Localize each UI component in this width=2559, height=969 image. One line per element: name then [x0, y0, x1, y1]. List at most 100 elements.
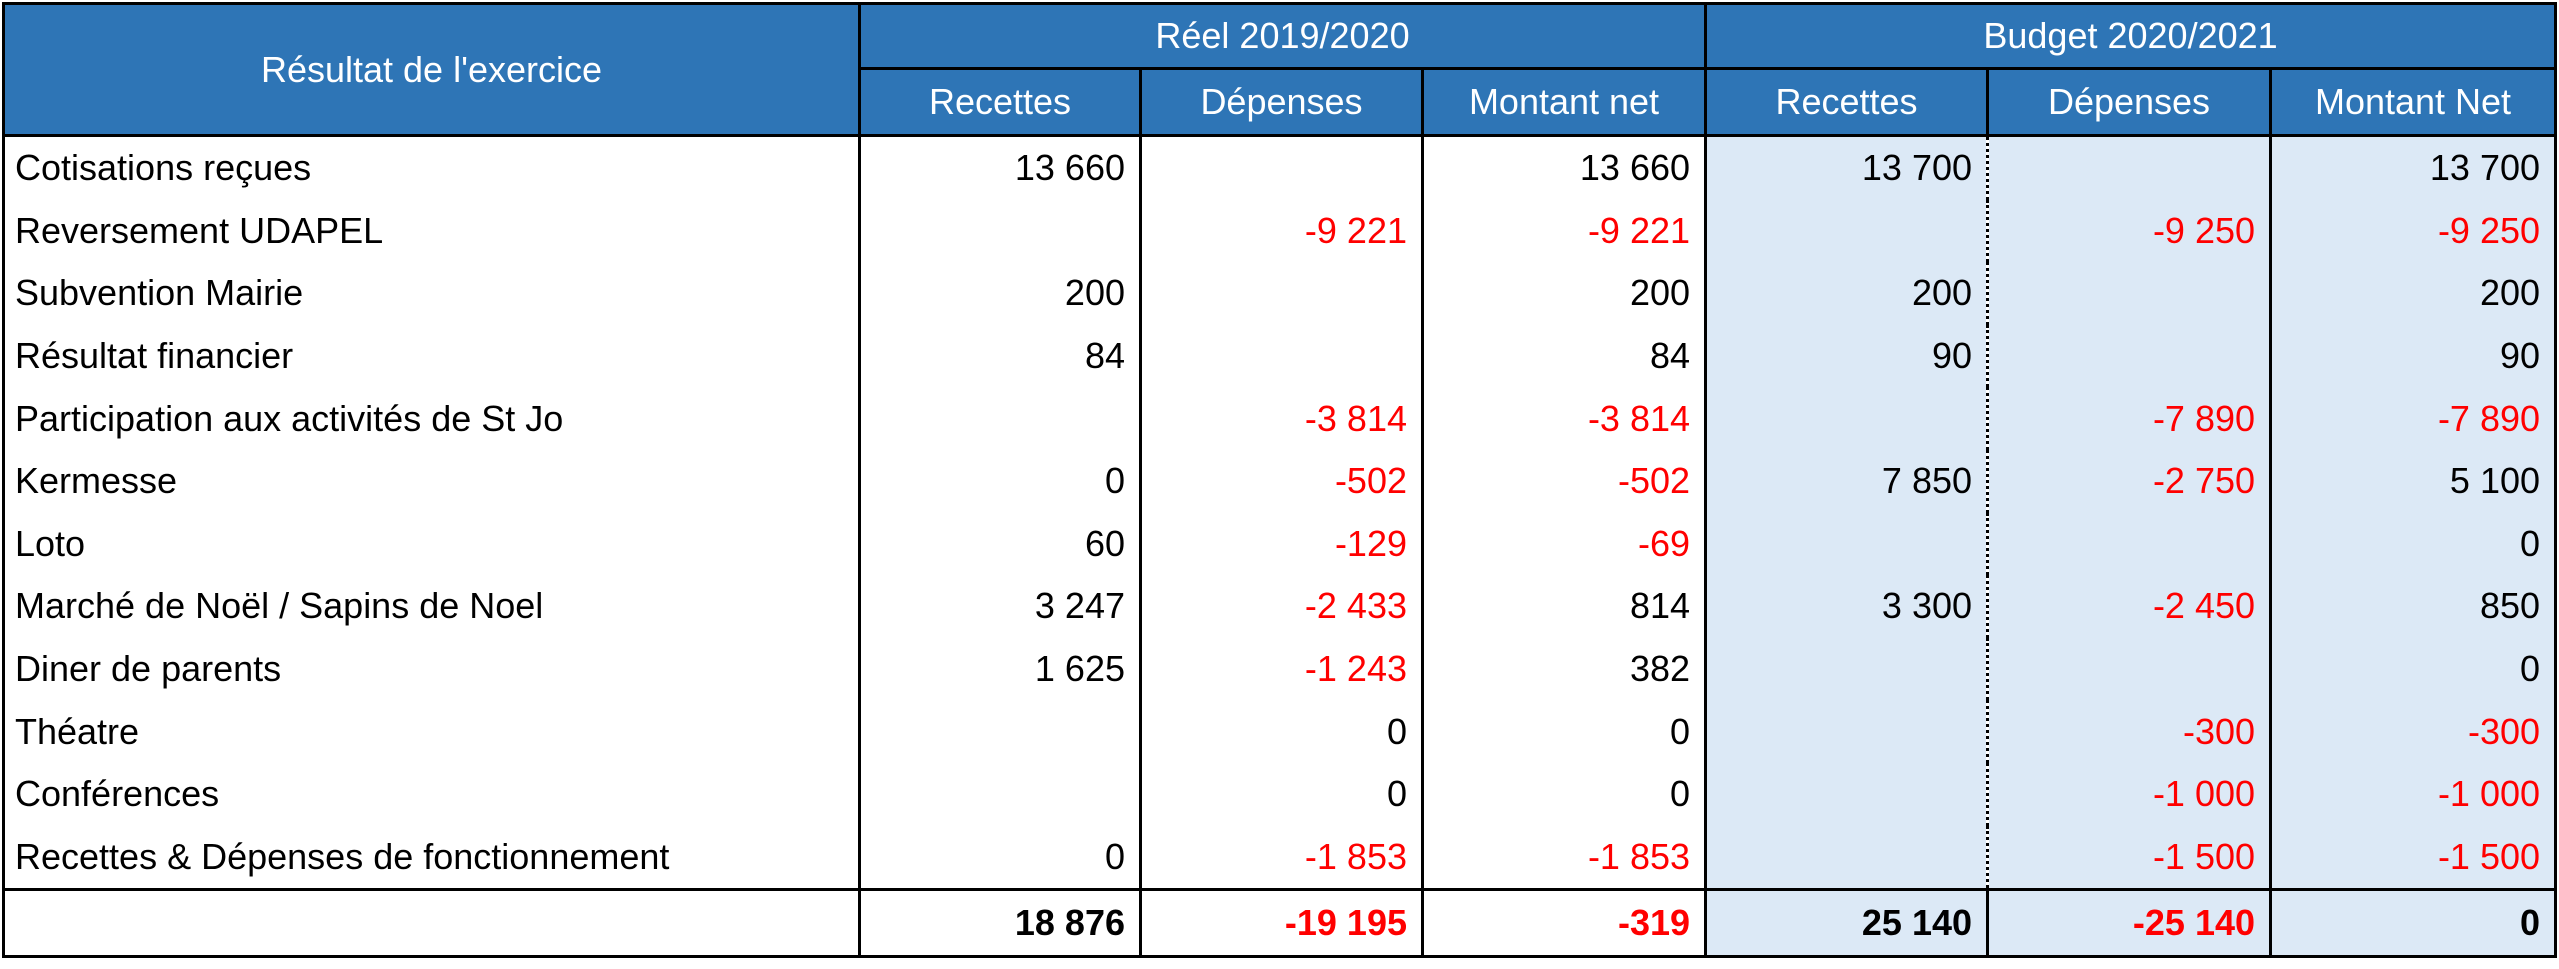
cell-budget-expenses[interactable] [1986, 324, 2273, 388]
cell-actual-income[interactable]: 0 [858, 825, 1142, 892]
column-header-budget-expenses[interactable]: Dépenses [1986, 67, 2273, 137]
cell-budget-income[interactable] [1704, 762, 1990, 826]
total-budget-net[interactable]: 0 [2269, 888, 2558, 959]
row-label[interactable]: Recettes & Dépenses de fonctionnement [2, 825, 861, 892]
cell-actual-net[interactable]: 13 660 [1420, 135, 1708, 200]
cell-budget-income[interactable] [1704, 512, 1990, 576]
cell-actual-net[interactable]: 0 [1420, 762, 1708, 826]
cell-actual-net[interactable]: 84 [1420, 324, 1708, 388]
cell-actual-income[interactable]: 60 [858, 512, 1142, 576]
cell-actual-expenses[interactable]: -502 [1139, 449, 1424, 513]
cell-budget-net[interactable]: -9 250 [2269, 199, 2558, 263]
cell-actual-expenses[interactable]: -1 243 [1139, 637, 1424, 701]
column-header-budget-income[interactable]: Recettes [1704, 67, 1990, 137]
cell-actual-expenses[interactable]: -129 [1139, 512, 1424, 576]
total-actual-income[interactable]: 18 876 [858, 888, 1142, 959]
row-label[interactable]: Cotisations reçues [2, 135, 861, 200]
cell-actual-income[interactable] [858, 387, 1142, 450]
cell-actual-net[interactable]: 814 [1420, 575, 1708, 638]
cell-actual-expenses[interactable] [1139, 135, 1424, 200]
cell-actual-expenses[interactable]: -9 221 [1139, 199, 1424, 263]
cell-budget-income[interactable]: 90 [1704, 324, 1990, 388]
group-header-budget[interactable]: Budget 2020/2021 [1704, 2, 2558, 70]
cell-actual-net[interactable]: 200 [1420, 262, 1708, 325]
cell-budget-expenses[interactable]: -300 [1986, 700, 2273, 763]
cell-actual-net[interactable]: -1 853 [1420, 825, 1708, 892]
row-label[interactable]: Théatre [2, 700, 861, 763]
cell-actual-expenses[interactable]: -1 853 [1139, 825, 1424, 892]
cell-budget-income[interactable]: 3 300 [1704, 575, 1990, 638]
cell-actual-income[interactable]: 1 625 [858, 637, 1142, 701]
cell-budget-expenses[interactable] [1986, 512, 2273, 576]
cell-budget-net[interactable]: 13 700 [2269, 135, 2558, 200]
cell-budget-income[interactable]: 7 850 [1704, 449, 1990, 513]
cell-actual-expenses[interactable]: 0 [1139, 762, 1424, 826]
cell-actual-income[interactable] [858, 700, 1142, 763]
cell-actual-net[interactable]: 382 [1420, 637, 1708, 701]
row-label[interactable]: Diner de parents [2, 637, 861, 701]
cell-budget-expenses[interactable]: -1 500 [1986, 825, 2273, 892]
cell-actual-expenses[interactable] [1139, 262, 1424, 325]
cell-budget-expenses[interactable] [1986, 637, 2273, 701]
cell-actual-net[interactable]: 0 [1420, 700, 1708, 763]
cell-budget-net[interactable]: 0 [2269, 637, 2558, 701]
cell-budget-net[interactable]: 200 [2269, 262, 2558, 325]
total-actual-net[interactable]: -319 [1420, 888, 1708, 959]
cell-actual-income[interactable]: 84 [858, 324, 1142, 388]
cell-actual-income[interactable]: 200 [858, 262, 1142, 325]
cell-budget-net[interactable]: -300 [2269, 700, 2558, 763]
cell-budget-net[interactable]: 5 100 [2269, 449, 2558, 513]
cell-actual-expenses[interactable]: -2 433 [1139, 575, 1424, 638]
cell-actual-expenses[interactable]: 0 [1139, 700, 1424, 763]
row-label[interactable]: Subvention Mairie [2, 262, 861, 325]
cell-actual-net[interactable]: -9 221 [1420, 199, 1708, 263]
row-label[interactable]: Loto [2, 512, 861, 576]
row-label[interactable]: Participation aux activités de St Jo [2, 387, 861, 450]
cell-actual-income[interactable]: 0 [858, 449, 1142, 513]
cell-actual-expenses[interactable] [1139, 324, 1424, 388]
cell-actual-net[interactable]: -502 [1420, 449, 1708, 513]
cell-actual-income[interactable] [858, 199, 1142, 263]
table-title[interactable]: Résultat de l'exercice [2, 2, 861, 137]
column-header-budget-net[interactable]: Montant Net [2269, 67, 2558, 137]
column-header-actual-income[interactable]: Recettes [858, 67, 1142, 137]
cell-budget-expenses[interactable]: -1 000 [1986, 762, 2273, 826]
cell-budget-net[interactable]: 0 [2269, 512, 2558, 576]
row-label[interactable]: Reversement UDAPEL [2, 199, 861, 263]
cell-budget-expenses[interactable] [1986, 262, 2273, 325]
cell-budget-net[interactable]: -1 000 [2269, 762, 2558, 826]
row-label[interactable]: Kermesse [2, 449, 861, 513]
row-label[interactable]: Marché de Noël / Sapins de Noel [2, 575, 861, 638]
cell-budget-net[interactable]: 90 [2269, 324, 2558, 388]
cell-budget-income[interactable] [1704, 700, 1990, 763]
row-label[interactable]: Résultat financier [2, 324, 861, 388]
cell-budget-income[interactable] [1704, 637, 1990, 701]
cell-actual-expenses[interactable]: -3 814 [1139, 387, 1424, 450]
total-budget-expenses[interactable]: -25 140 [1986, 888, 2273, 959]
cell-budget-income[interactable] [1704, 199, 1990, 263]
cell-budget-net[interactable]: -1 500 [2269, 825, 2558, 892]
cell-actual-income[interactable] [858, 762, 1142, 826]
group-header-actual[interactable]: Réel 2019/2020 [857, 2, 1708, 70]
column-header-actual-expenses[interactable]: Dépenses [1139, 67, 1424, 137]
cell-actual-income[interactable]: 3 247 [858, 575, 1142, 638]
row-label[interactable]: Conférences [2, 762, 861, 826]
cell-budget-income[interactable] [1704, 387, 1990, 450]
cell-budget-expenses[interactable] [1986, 135, 2273, 200]
cell-budget-net[interactable]: -7 890 [2269, 387, 2558, 450]
cell-actual-net[interactable]: -69 [1420, 512, 1708, 576]
total-actual-expenses[interactable]: -19 195 [1139, 888, 1424, 959]
cell-budget-expenses[interactable]: -2 750 [1986, 449, 2273, 513]
cell-actual-net[interactable]: -3 814 [1420, 387, 1708, 450]
column-header-actual-net[interactable]: Montant net [1420, 67, 1708, 137]
cell-budget-net[interactable]: 850 [2269, 575, 2558, 638]
cell-budget-income[interactable]: 200 [1704, 262, 1990, 325]
cell-actual-income[interactable]: 13 660 [858, 135, 1142, 200]
cell-budget-income[interactable] [1704, 825, 1990, 892]
totals-label-cell[interactable] [2, 888, 861, 959]
cell-budget-expenses[interactable]: -7 890 [1986, 387, 2273, 450]
cell-budget-income[interactable]: 13 700 [1704, 135, 1990, 200]
cell-budget-expenses[interactable]: -9 250 [1986, 199, 2273, 263]
cell-budget-expenses[interactable]: -2 450 [1986, 575, 2273, 638]
total-budget-income[interactable]: 25 140 [1704, 888, 1990, 959]
